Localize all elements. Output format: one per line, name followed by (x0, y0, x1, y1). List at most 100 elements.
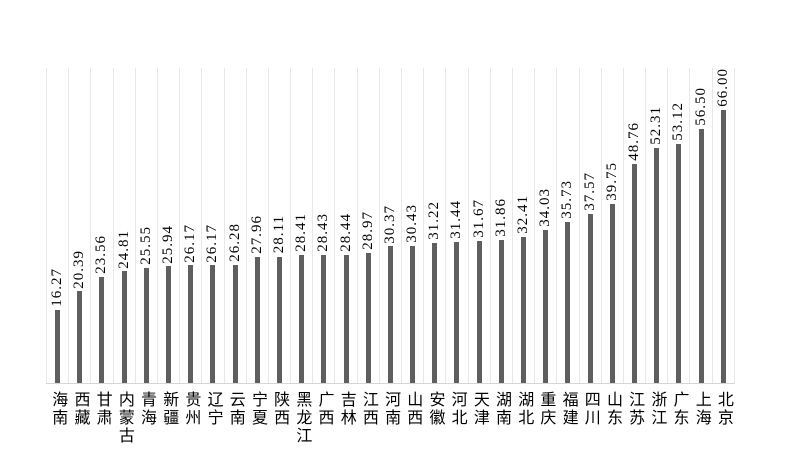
x-axis-label: 天津 (470, 391, 488, 427)
bar-column: 25.55 (134, 68, 157, 383)
value-label: 56.50 (692, 87, 709, 126)
bar (210, 265, 216, 383)
x-axis: 海南 西藏 甘肃 内蒙古 青海 新疆 贵州 辽宁 云南 宁夏 陕西 黑龙江 广西 吉林 江西 河南 山西 安徽 河北… (46, 391, 734, 445)
bar (232, 264, 238, 383)
value-label: 25.94 (160, 224, 177, 264)
bar (521, 237, 527, 383)
bar-column: 26.17 (201, 68, 223, 383)
value-label: 48.76 (625, 121, 642, 161)
x-axis-label: 浙江 (648, 391, 666, 427)
bar-column: 35.73 (556, 68, 578, 383)
value-label: 30.37 (381, 204, 398, 244)
x-axis-label: 河北 (448, 391, 466, 427)
x-axis-label-cell: 广东 (667, 391, 689, 445)
value-label: 28.97 (359, 210, 376, 250)
x-axis-label-cell: 海南 (46, 391, 68, 445)
bar (276, 256, 282, 383)
x-axis-label: 西藏 (71, 391, 89, 427)
bar-column: 26.17 (179, 68, 201, 383)
bar-column: 31.86 (489, 68, 512, 383)
bar (543, 229, 549, 383)
bar (654, 147, 660, 383)
x-axis-label: 黑龙江 (293, 391, 311, 445)
x-axis-label-cell: 上海 (689, 391, 711, 445)
x-axis-label: 重庆 (537, 391, 555, 427)
x-axis-label: 宁夏 (248, 391, 266, 427)
value-label: 27.96 (248, 215, 265, 255)
bar-column: 30.37 (378, 68, 401, 383)
bar-column: 34.03 (534, 68, 556, 383)
bar (121, 271, 127, 383)
bar (55, 309, 61, 383)
x-axis-label: 海南 (49, 391, 67, 427)
x-axis-label: 四川 (581, 391, 599, 427)
value-label: 35.73 (559, 180, 576, 220)
bar (343, 255, 349, 383)
bar-column: 25.94 (156, 68, 179, 383)
bar (77, 291, 83, 383)
bar-column: 31.67 (467, 68, 490, 383)
value-label: 28.11 (270, 215, 287, 254)
bar (166, 266, 172, 383)
x-axis-label-cell: 辽宁 (201, 391, 223, 445)
x-axis-label: 安徽 (426, 391, 444, 427)
x-axis-label-cell: 湖北 (512, 391, 534, 445)
bar (188, 265, 194, 383)
x-axis-label: 内蒙古 (115, 391, 133, 445)
value-label: 37.57 (581, 172, 598, 211)
x-axis-label: 江西 (359, 391, 377, 427)
bar (454, 241, 460, 383)
value-label: 26.17 (182, 223, 199, 263)
x-axis-label: 广东 (670, 391, 688, 427)
bar (565, 222, 571, 383)
x-axis-label-cell: 新疆 (157, 391, 179, 445)
bar (476, 240, 482, 383)
value-label: 52.31 (648, 105, 665, 145)
bar-column: 28.43 (312, 68, 334, 383)
x-axis-label-cell: 山东 (601, 391, 623, 445)
x-axis-label-cell: 北京 (712, 391, 734, 445)
x-axis-label: 上海 (692, 391, 710, 427)
value-label: 26.28 (226, 223, 243, 262)
x-axis-label-cell: 浙江 (645, 391, 667, 445)
x-axis-label-cell: 宁夏 (246, 391, 268, 445)
value-label: 28.43 (315, 213, 332, 253)
x-axis-label: 甘肃 (93, 391, 111, 427)
bar-column: 39.75 (600, 68, 623, 383)
bar-column: 28.44 (334, 68, 356, 383)
value-label: 16.27 (49, 268, 66, 307)
x-axis-label: 福建 (559, 391, 577, 427)
x-axis-label-cell: 四川 (579, 391, 601, 445)
value-label: 31.67 (470, 198, 487, 238)
bar (299, 255, 305, 383)
value-label: 66.00 (714, 68, 731, 107)
x-axis-label: 贵州 (182, 391, 200, 427)
bar (631, 163, 637, 383)
x-axis-label: 广西 (315, 391, 333, 427)
value-label: 25.55 (137, 226, 154, 266)
x-axis-label-cell: 陕西 (268, 391, 290, 445)
value-label: 23.56 (93, 235, 110, 274)
x-axis-label: 吉林 (337, 391, 355, 427)
bar (321, 255, 327, 383)
x-axis-label-cell: 江苏 (623, 391, 645, 445)
plot-area: 16.27 20.39 23.56 24.81 25.55 25.94 26.17 26.17… (46, 68, 735, 384)
bar (410, 246, 416, 383)
value-label: 26.17 (204, 223, 221, 263)
x-axis-label: 山东 (603, 391, 621, 427)
bar (387, 246, 393, 383)
bar-column: 20.39 (68, 68, 90, 383)
x-axis-label-cell: 江西 (357, 391, 379, 445)
bar (587, 213, 593, 383)
x-axis-label: 青海 (138, 391, 156, 427)
bar-column: 31.44 (445, 68, 467, 383)
x-axis-label-cell: 福建 (556, 391, 578, 445)
bar-column: 23.56 (90, 68, 112, 383)
x-axis-label-cell: 天津 (468, 391, 490, 445)
x-axis-label-cell: 广西 (312, 391, 334, 445)
bar-column: 56.50 (689, 68, 711, 383)
value-label: 31.44 (448, 199, 465, 239)
value-label: 20.39 (71, 249, 88, 289)
x-axis-label-cell: 重庆 (534, 391, 556, 445)
value-label: 34.03 (537, 188, 554, 227)
